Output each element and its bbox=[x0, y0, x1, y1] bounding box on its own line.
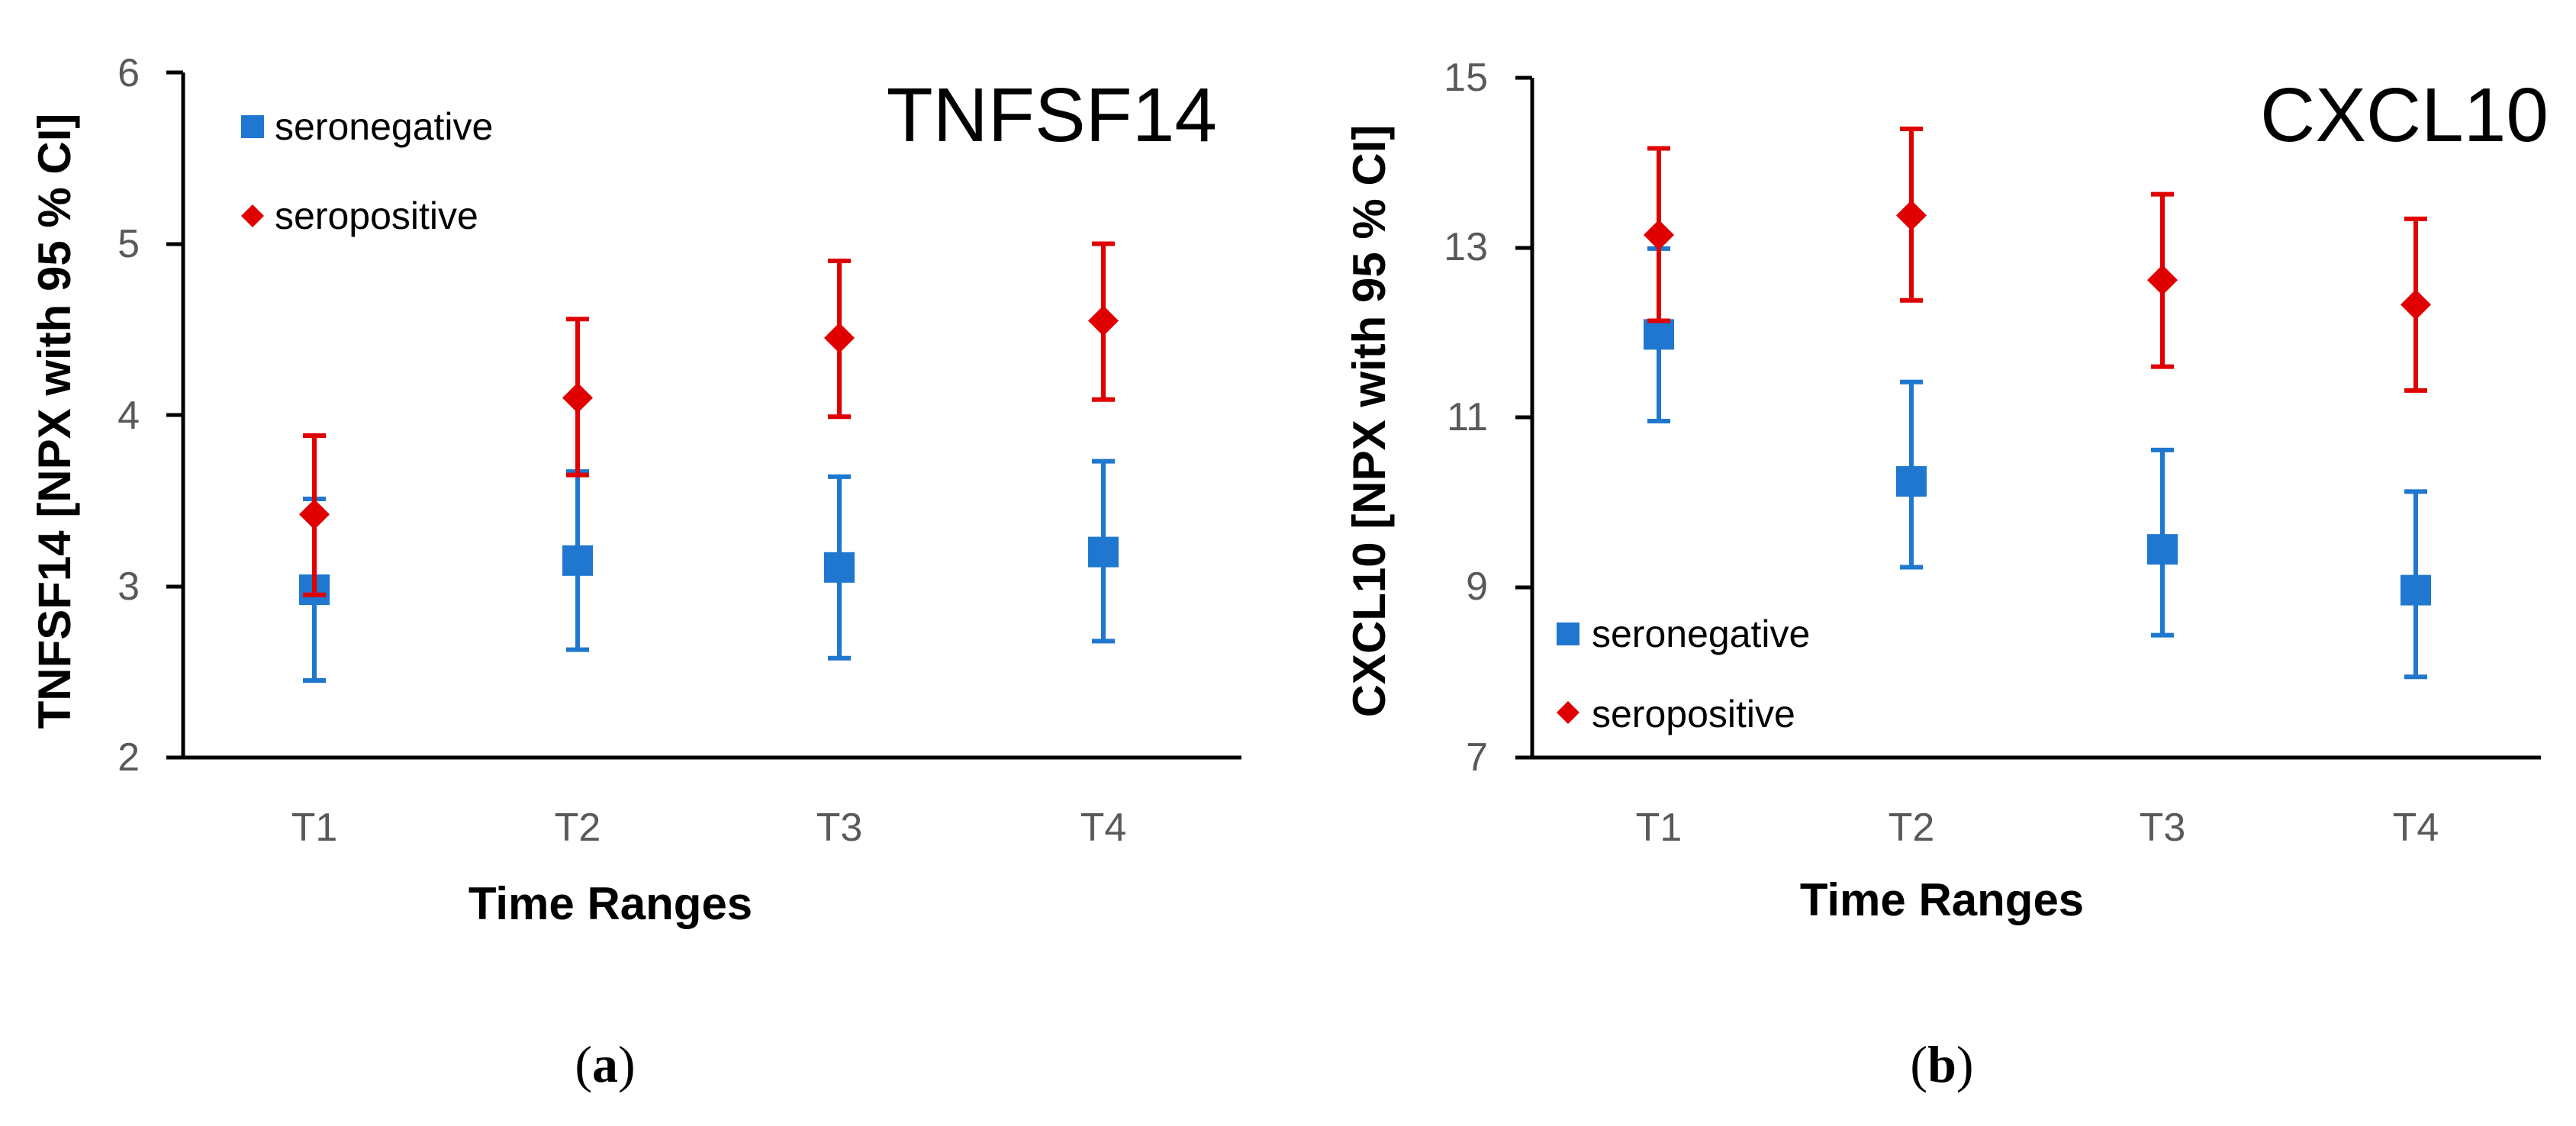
panel-a-legend-label-seronegative: seronegative bbox=[275, 105, 493, 148]
panel-a-x-axis-title: Time Ranges bbox=[469, 878, 752, 929]
panel-b-seropositive-point-t2 bbox=[1896, 200, 1927, 231]
panel-a-seropositive-point-t1 bbox=[299, 499, 330, 530]
panel-b-y-tick-label: 7 bbox=[1466, 735, 1488, 780]
panel-a-seropositive-point-t4 bbox=[1088, 305, 1119, 336]
panel-b-x-tick-label: T2 bbox=[1889, 806, 1935, 850]
panel-b-y-tick-label: 13 bbox=[1444, 225, 1488, 269]
panel-b-y-ticks bbox=[1515, 76, 1532, 760]
panel-b-seropositive-point-t1 bbox=[1644, 220, 1674, 251]
panel-b-x-axis-title: Time Ranges bbox=[1800, 874, 2084, 925]
panel-a-x-tick-label: T4 bbox=[1080, 806, 1127, 850]
panel-b-seronegative-point-t2 bbox=[1896, 466, 1927, 497]
panel-a-x-tick-label: T1 bbox=[291, 806, 338, 850]
panel-b-y-axis-title: CXCL10 [NPX with 95 % CI] bbox=[1344, 125, 1395, 718]
panel-b-y-tick-label: 15 bbox=[1444, 56, 1488, 100]
panel-b-y-tick-label: 11 bbox=[1447, 395, 1488, 439]
panel-a-y-tick-label: 3 bbox=[118, 565, 140, 609]
panel-b-seropositive-point-t4 bbox=[2401, 289, 2431, 320]
panel-a-chart-title: TNFSF14 bbox=[887, 72, 1217, 158]
panel-b-x-tick-labels: T1 T2 T3 T4 bbox=[1636, 806, 2439, 850]
panel-b-legend-marker-seronegative bbox=[1557, 623, 1579, 645]
panel-a-legend-label-seropositive: seropositive bbox=[275, 195, 478, 237]
panel-a-seronegative-point-t3 bbox=[824, 552, 855, 583]
panel-a-x-tick-label: T3 bbox=[816, 806, 863, 850]
panel-b-seronegative-point-t4 bbox=[2401, 574, 2431, 606]
panel-a-y-tick-label: 6 bbox=[118, 51, 140, 95]
panel-a-seronegative-point-t4 bbox=[1088, 536, 1119, 568]
panel-b-x-tick-label: T1 bbox=[1636, 806, 1682, 850]
panel-a-legend-marker-seronegative bbox=[241, 115, 264, 138]
panel-b-legend-label-seropositive: seropositive bbox=[1592, 693, 1795, 735]
panel-a-seropositive-point-t2 bbox=[562, 382, 593, 413]
panel-b-legend: seronegative seropositive bbox=[1557, 613, 1810, 735]
panel-a-y-ticks bbox=[166, 70, 183, 760]
panel-b-legend-label-seronegative: seronegative bbox=[1592, 613, 1810, 655]
panel-a-y-tick-label: 4 bbox=[118, 394, 140, 438]
panel-a-y-tick-label: 5 bbox=[118, 222, 140, 266]
panel-a-label: (a) bbox=[575, 1035, 635, 1093]
panel-a-y-axis-title: TNFSF14 [NPX with 95 % CI] bbox=[29, 114, 80, 729]
panel-a-legend-marker-seropositive bbox=[241, 204, 264, 227]
panel-b-y-tick-label: 9 bbox=[1466, 565, 1488, 609]
panel-b-y-tick-labels: 7 9 11 13 15 bbox=[1444, 56, 1488, 780]
chart-panel-a: TNFSF14 [NPX with 95 % CI] TNFSF14 2 3 4… bbox=[29, 51, 1241, 1093]
panel-b-x-tick-label: T4 bbox=[2393, 806, 2439, 850]
panel-b-seronegative-point-t3 bbox=[2147, 534, 2178, 565]
panel-a-legend: seronegative seropositive bbox=[241, 105, 493, 237]
panel-a-y-tick-labels: 2 3 4 5 6 bbox=[118, 51, 140, 780]
panel-a-y-tick-label: 2 bbox=[118, 735, 140, 780]
chart-panel-b: CXCL10 [NPX with 95 % CI] CXCL10 7 9 11 … bbox=[1344, 56, 2549, 1093]
panel-b-legend-marker-seropositive bbox=[1557, 701, 1579, 724]
panel-b-data-marks bbox=[1644, 126, 2431, 680]
panel-b-label: (b) bbox=[1910, 1035, 1973, 1093]
panel-a-seropositive-point-t3 bbox=[824, 322, 855, 353]
panel-a-data-marks bbox=[299, 241, 1119, 683]
panel-a-x-tick-labels: T1 T2 T3 T4 bbox=[291, 806, 1127, 850]
panel-b-x-tick-label: T3 bbox=[2140, 806, 2186, 850]
panel-b-seropositive-point-t3 bbox=[2147, 265, 2178, 296]
panel-a-seronegative-point-t2 bbox=[562, 545, 593, 576]
panel-b-seronegative-point-t1 bbox=[1644, 319, 1674, 350]
panel-b-chart-title: CXCL10 bbox=[2260, 72, 2549, 158]
panel-a-x-tick-label: T2 bbox=[555, 806, 601, 850]
